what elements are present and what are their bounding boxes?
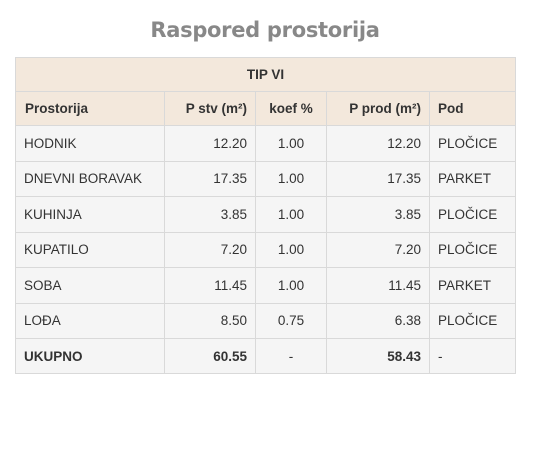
room-name: KUPATILO bbox=[15, 231, 165, 268]
table-row: LOĐA 8.50 0.75 6.38 PLOČICE bbox=[15, 302, 517, 339]
table-row: KUHINJA 3.85 1.00 3.85 PLOČICE bbox=[15, 196, 517, 233]
room-p-stv: 11.45 bbox=[164, 267, 256, 304]
room-koef: 1.00 bbox=[255, 267, 327, 304]
room-name: LOĐA bbox=[15, 302, 165, 339]
table-row: DNEVNI BORAVAK 17.35 1.00 17.35 PARKET bbox=[15, 160, 517, 197]
room-p-prod: 17.35 bbox=[326, 160, 430, 197]
total-p-stv: 60.55 bbox=[164, 338, 256, 374]
table-row: SOBA 11.45 1.00 11.45 PARKET bbox=[15, 267, 517, 304]
room-koef: 1.00 bbox=[255, 125, 327, 162]
room-name: SOBA bbox=[15, 267, 165, 304]
room-p-prod: 11.45 bbox=[326, 267, 430, 304]
room-koef: 1.00 bbox=[255, 160, 327, 197]
header-koef: koef % bbox=[255, 91, 327, 126]
room-layout-table: TIP VI Prostorija P stv (m²) koef % P pr… bbox=[14, 57, 517, 374]
table-header-row: Prostorija P stv (m²) koef % P prod (m²)… bbox=[15, 91, 517, 126]
total-floor: - bbox=[428, 338, 517, 374]
table-row: KUPATILO 7.20 1.00 7.20 PLOČICE bbox=[15, 231, 517, 268]
header-p-stv: P stv (m²) bbox=[164, 91, 256, 126]
room-floor: PLOČICE bbox=[428, 196, 517, 233]
header-p-prod: P prod (m²) bbox=[326, 91, 430, 126]
total-koef: - bbox=[255, 338, 327, 374]
room-p-stv: 12.20 bbox=[164, 125, 256, 162]
room-p-stv: 3.85 bbox=[164, 196, 256, 233]
room-floor: PARKET bbox=[428, 160, 517, 197]
room-koef: 1.00 bbox=[255, 231, 327, 268]
header-floor: Pod bbox=[428, 91, 517, 126]
room-floor: PLOČICE bbox=[428, 231, 517, 268]
room-koef: 1.00 bbox=[255, 196, 327, 233]
room-koef: 0.75 bbox=[255, 302, 327, 339]
total-p-prod: 58.43 bbox=[326, 338, 430, 374]
apartment-type-label: TIP VI bbox=[14, 57, 517, 92]
room-p-stv: 7.20 bbox=[164, 231, 256, 268]
room-name: HODNIK bbox=[15, 125, 165, 162]
table-row: HODNIK 12.20 1.00 12.20 PLOČICE bbox=[15, 125, 517, 162]
room-floor: PLOČICE bbox=[428, 125, 517, 162]
room-p-stv: 17.35 bbox=[164, 160, 256, 197]
header-room: Prostorija bbox=[15, 91, 165, 126]
page-title: Raspored prostorija bbox=[150, 18, 380, 42]
room-p-prod: 6.38 bbox=[326, 302, 430, 339]
room-name: KUHINJA bbox=[15, 196, 165, 233]
room-p-prod: 3.85 bbox=[326, 196, 430, 233]
table-type-row: TIP VI bbox=[14, 57, 517, 92]
room-p-prod: 7.20 bbox=[326, 231, 430, 268]
room-floor: PARKET bbox=[428, 267, 517, 304]
table-total-row: UKUPNO 60.55 - 58.43 - bbox=[15, 338, 517, 374]
room-p-prod: 12.20 bbox=[326, 125, 430, 162]
room-p-stv: 8.50 bbox=[164, 302, 256, 339]
room-floor: PLOČICE bbox=[428, 302, 517, 339]
room-name: DNEVNI BORAVAK bbox=[15, 160, 165, 197]
total-label: UKUPNO bbox=[15, 338, 165, 374]
